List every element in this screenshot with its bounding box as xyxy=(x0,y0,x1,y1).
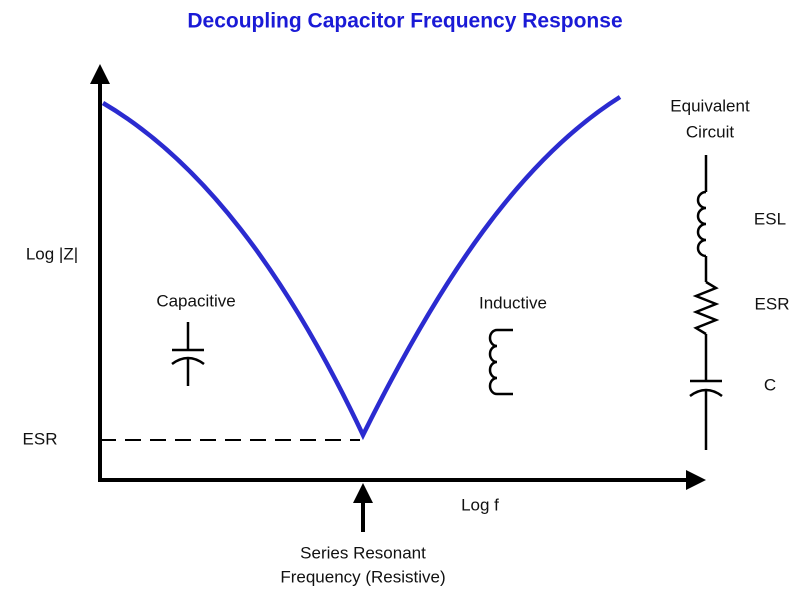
impedance-curve xyxy=(101,95,622,441)
circuit-label: ESR xyxy=(755,294,790,313)
resonance-label: Frequency (Resistive) xyxy=(280,567,445,586)
circuit-label: ESL xyxy=(754,209,786,228)
x-axis-label: Log f xyxy=(461,495,499,514)
inductor-symbol xyxy=(488,328,513,396)
capacitor-symbol xyxy=(171,322,205,386)
region-label: Capacitive xyxy=(156,291,235,310)
equivalent-circuit xyxy=(689,155,723,450)
region-label: Inductive xyxy=(479,293,547,312)
circuit-label: C xyxy=(764,375,776,394)
circuit-title: Equivalent xyxy=(670,96,750,115)
circuit-title: Circuit xyxy=(686,122,734,141)
y-axis-label: Log |Z| xyxy=(26,244,78,263)
esr-label: ESR xyxy=(23,429,58,448)
title: Decoupling Capacitor Frequency Response xyxy=(187,10,622,33)
resonance-label: Series Resonant xyxy=(300,543,426,562)
